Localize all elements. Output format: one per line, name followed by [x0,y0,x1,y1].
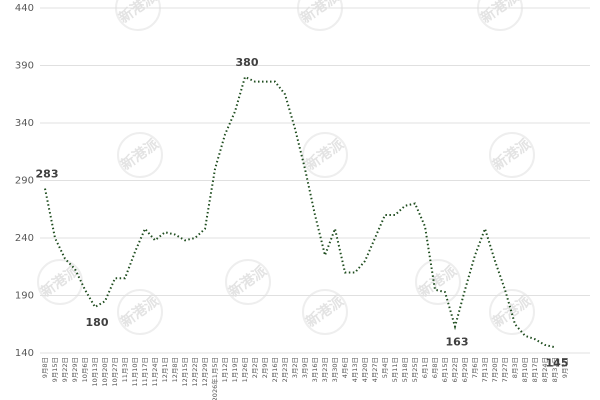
x-tick-label: 5月11日 [391,357,399,382]
x-tick-label: 7月20日 [491,357,499,382]
x-tick-label: 12月29日 [201,357,209,387]
x-tick-label: 2月23日 [281,357,289,382]
x-tick-label: 1月19日 [231,357,239,382]
watermark-circle [37,259,83,305]
watermark-circle [415,259,461,305]
x-tick-label: 3月2日 [291,357,299,378]
x-tick-label: 3月9日 [301,357,309,378]
x-tick-label: 2026年1月5日 [210,357,219,400]
x-tick-label: 8月31日 [551,357,559,382]
x-tick-label: 11月17日 [141,357,149,387]
x-tick-label: 6月8日 [431,357,439,378]
x-tick-label: 12月1日 [161,357,169,382]
x-tick-label: 8月24日 [541,357,549,382]
x-tick-label: 7月6日 [471,357,479,378]
y-tick-label: 190 [15,291,34,302]
x-tick-label: 4月13日 [351,357,359,382]
watermark-circle [117,289,163,335]
watermark-circle [117,132,163,178]
x-tick-label: 8月17日 [531,357,539,382]
x-tick-label: 3月16日 [311,357,319,382]
x-tick-label: 3月30日 [331,357,339,382]
x-tick-label: 12月8日 [171,357,179,382]
value-label: 145 [546,356,569,369]
x-tick-label: 11月24日 [151,357,159,387]
watermark-circle [489,289,535,335]
x-tick-label: 3月23日 [321,357,329,382]
x-tick-label: 2月2日 [251,357,259,378]
y-tick-label: 340 [15,118,34,129]
x-tick-label: 9月15日 [51,357,59,382]
watermark-circle [302,289,348,335]
x-tick-label: 6月15日 [441,357,449,382]
x-tick-label: 10月27日 [111,357,119,387]
x-tick-label: 6月29日 [461,357,469,382]
y-tick-label: 240 [15,233,34,244]
value-label: 180 [86,316,109,329]
value-label: 163 [446,336,469,349]
x-tick-label: 2月9日 [261,357,269,378]
x-tick-label: 4月27日 [371,357,379,382]
x-tick-label: 8月10日 [521,357,529,382]
x-tick-label: 4月20日 [361,357,369,382]
x-tick-label: 11月10日 [131,357,139,387]
x-tick-label: 11月3日 [121,357,129,382]
y-tick-label: 390 [15,61,34,72]
x-tick-label: 9月8日 [41,357,49,378]
x-tick-label: 5月4日 [381,357,389,378]
x-tick-label: 6月1日 [421,357,429,378]
x-tick-label: 4月6日 [341,357,349,378]
x-tick-label: 7月27日 [501,357,509,382]
watermark-circle [489,132,535,178]
x-tick-label: 5月25日 [411,357,419,382]
x-tick-label: 9月7日 [561,357,569,378]
value-label: 380 [236,56,259,69]
watermark-circle [225,259,271,305]
x-tick-label: 9月29日 [71,357,79,382]
x-tick-label: 10月6日 [81,357,89,382]
x-tick-label: 7月13日 [481,357,489,382]
y-tick-label: 140 [15,348,34,359]
x-tick-label: 1月26日 [241,357,249,382]
watermark-circle [302,132,348,178]
x-tick-label: 8月3日 [511,357,519,378]
x-tick-label: 10月13日 [91,357,99,387]
line [44,75,556,349]
x-tick-label: 1月12日 [221,357,229,382]
x-tick-label: 12月22日 [191,357,199,387]
y-tick-label: 440 [15,3,34,14]
x-tick-label: 5月18日 [401,357,409,382]
x-tick-label: 2月16日 [271,357,279,382]
x-tick-label: 10月20日 [101,357,109,387]
x-tick-label: 6月22日 [451,357,459,382]
x-tick-label: 12月15日 [181,357,189,387]
y-tick-label: 290 [15,176,34,187]
value-label: 283 [36,168,59,181]
x-tick-label: 9月22日 [61,357,69,382]
